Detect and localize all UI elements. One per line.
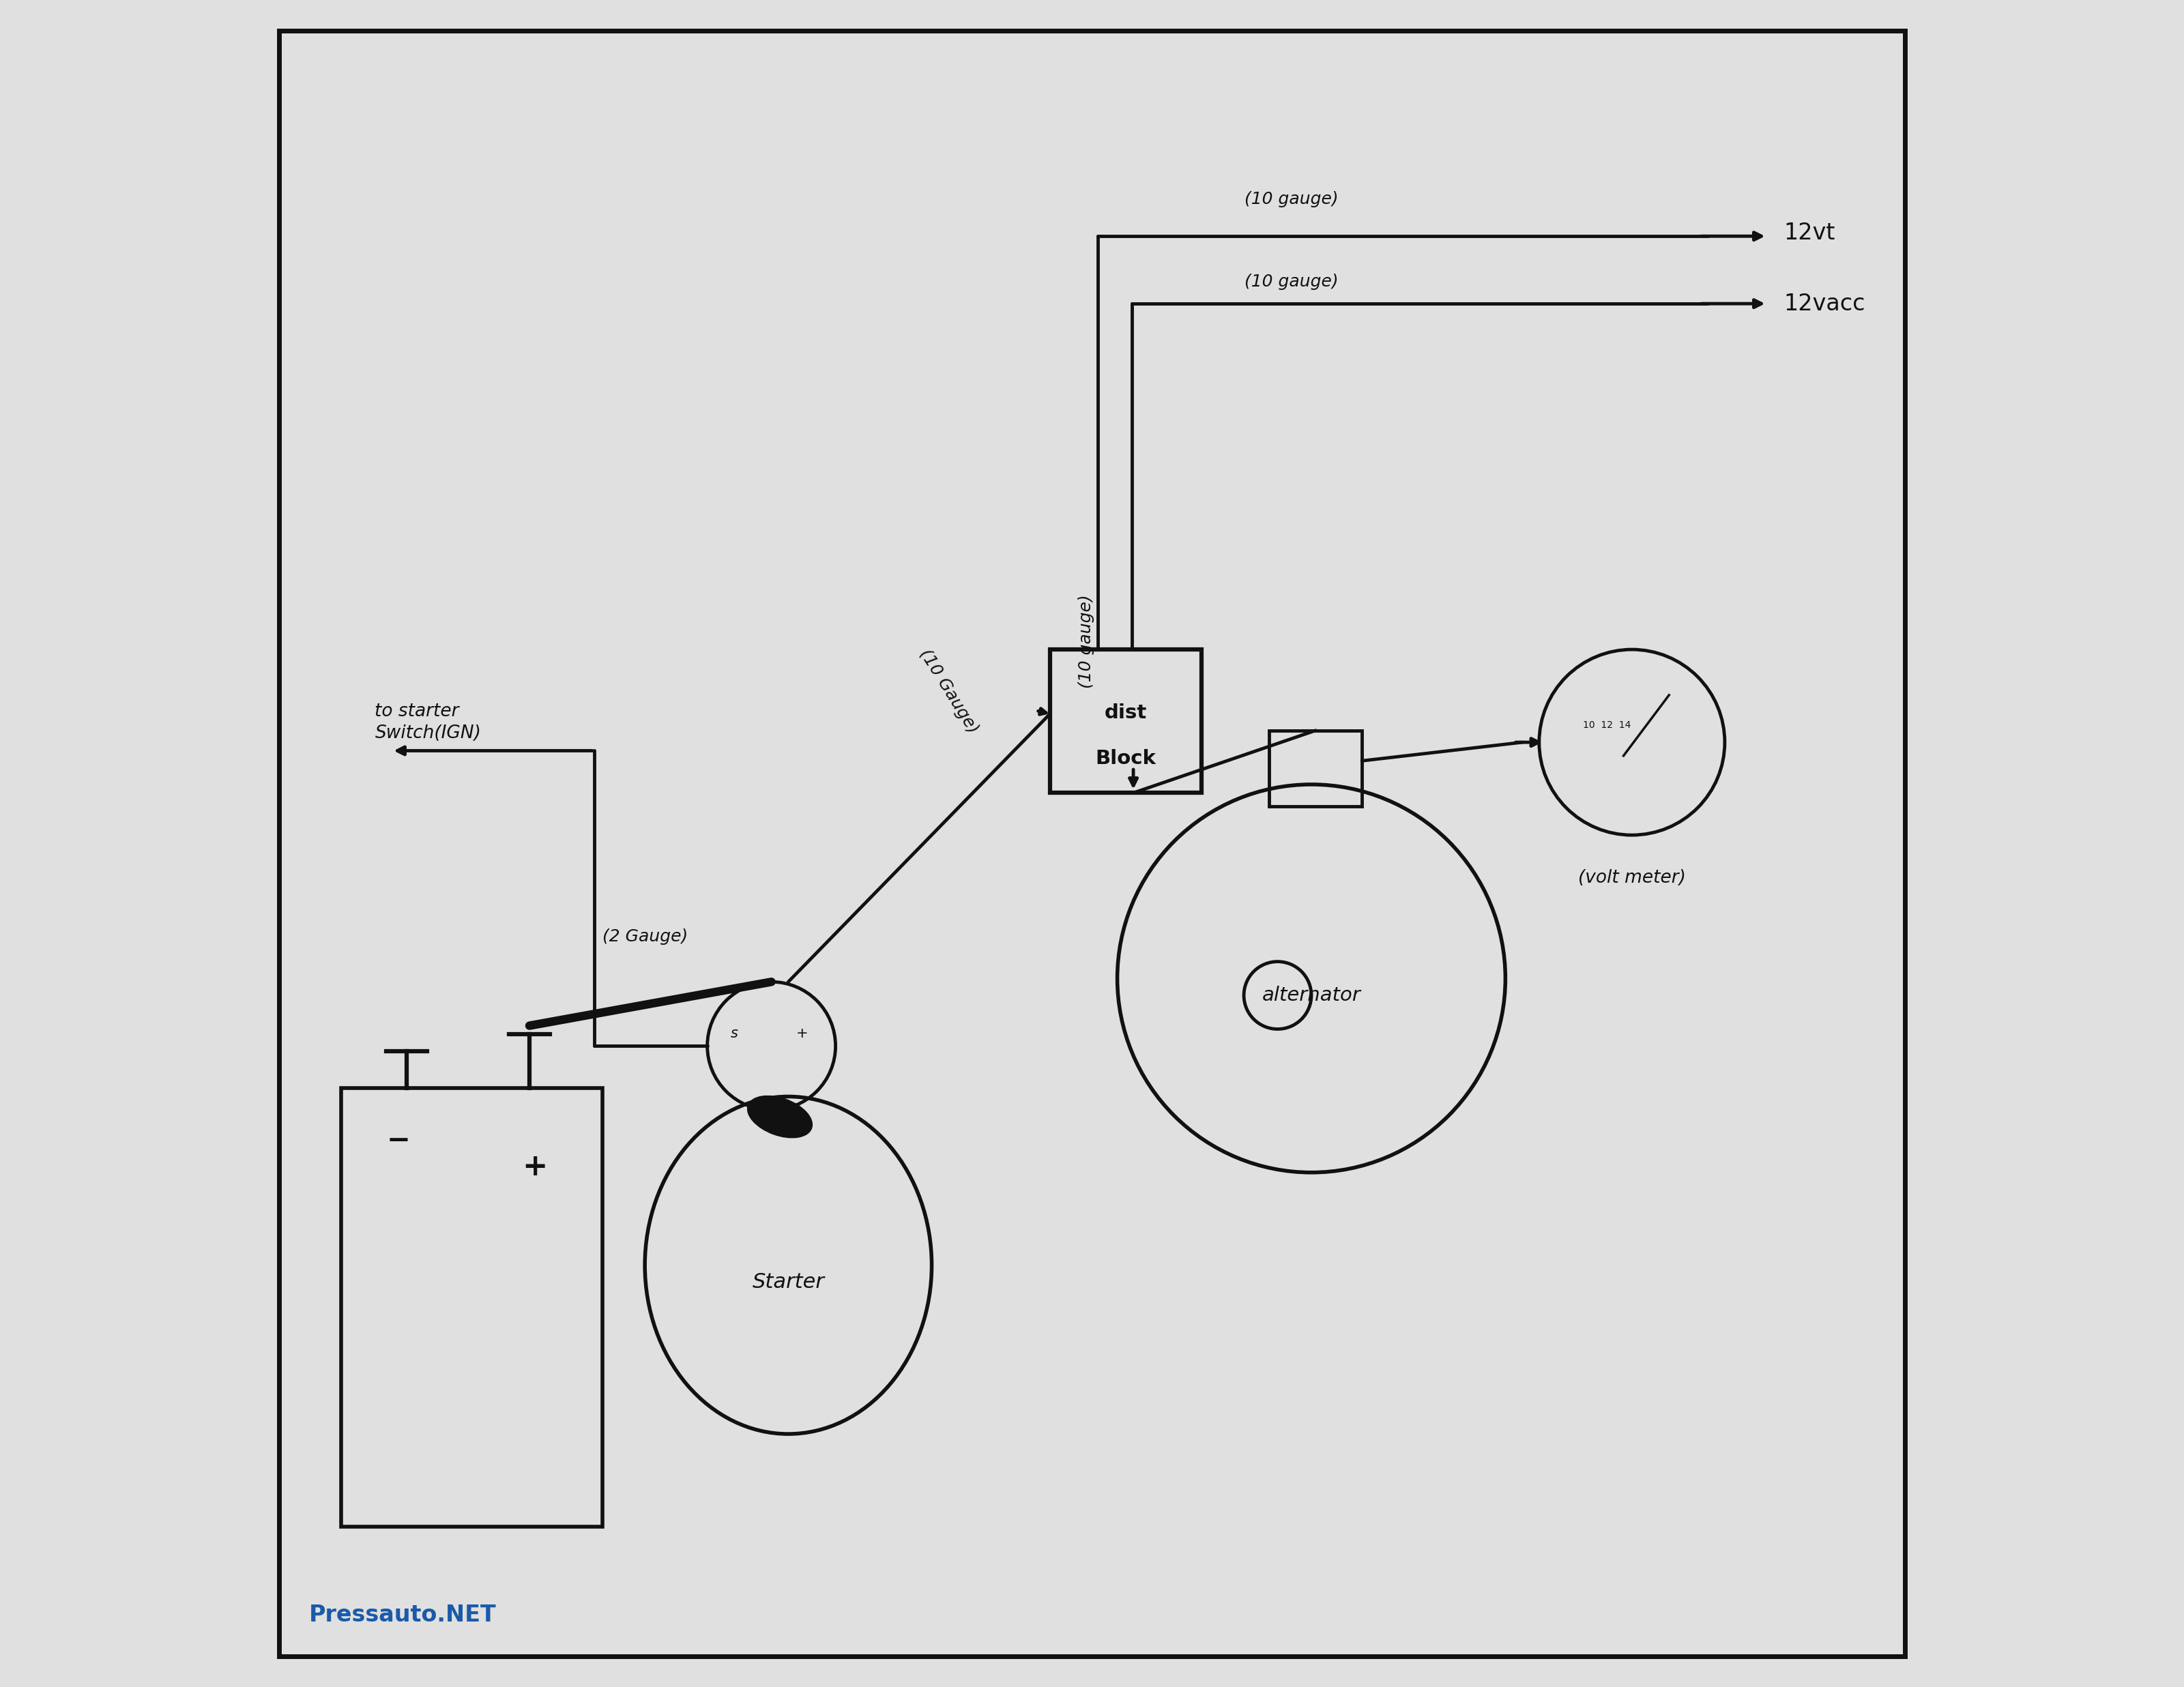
- Text: (10 gauge): (10 gauge): [1079, 594, 1094, 688]
- Text: Pressauto.NET: Pressauto.NET: [310, 1604, 496, 1626]
- Ellipse shape: [747, 1097, 812, 1137]
- Text: alternator: alternator: [1262, 985, 1361, 1005]
- Text: (10 gauge): (10 gauge): [1245, 273, 1339, 290]
- Text: Starter: Starter: [751, 1272, 823, 1292]
- Text: +: +: [522, 1152, 548, 1181]
- Bar: [1269, 730, 1363, 806]
- Text: (volt meter): (volt meter): [1579, 869, 1686, 887]
- Text: 12vacc: 12vacc: [1784, 292, 1865, 315]
- Text: dist: dist: [1105, 703, 1147, 722]
- Text: (10 Gauge): (10 Gauge): [915, 646, 981, 737]
- Text: Block: Block: [1096, 749, 1155, 768]
- Bar: [341, 1088, 603, 1527]
- Bar: [1051, 649, 1201, 793]
- Text: (10 gauge): (10 gauge): [1245, 191, 1339, 208]
- Text: s: s: [732, 1027, 738, 1041]
- Text: 12vt: 12vt: [1784, 221, 1835, 245]
- Text: 10  12  14: 10 12 14: [1583, 720, 1631, 730]
- Text: to starter
Switch(IGN): to starter Switch(IGN): [376, 703, 480, 742]
- Text: (2 Gauge): (2 Gauge): [603, 928, 688, 945]
- Text: −: −: [387, 1127, 411, 1156]
- Text: +: +: [795, 1027, 808, 1041]
